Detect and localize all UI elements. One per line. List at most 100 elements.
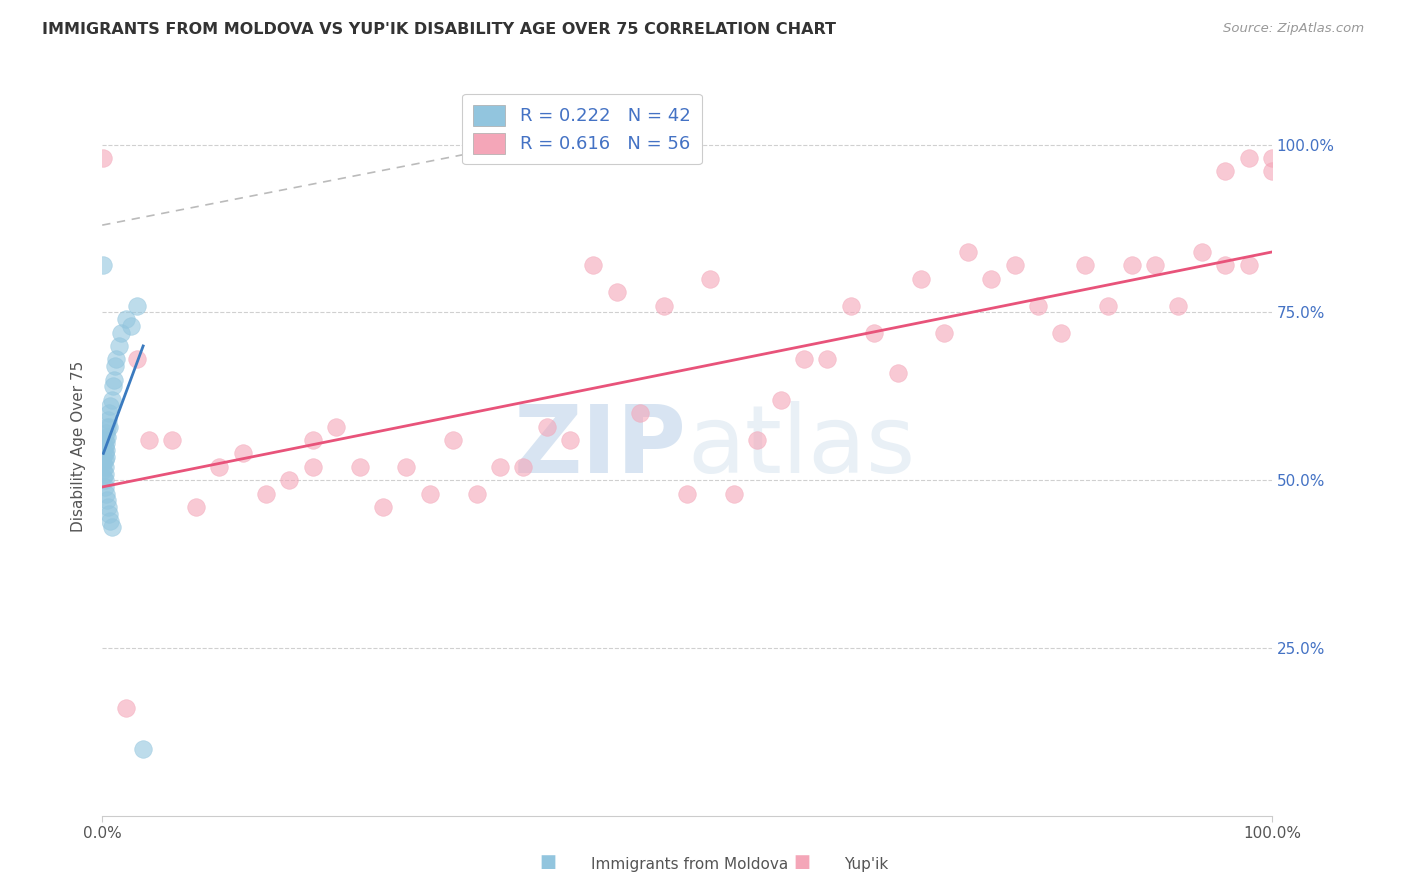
Point [628,406,651,420]
Point [93,473,115,487]
Point [184,500,207,514]
Point [94,426,117,441]
Point [104,359,127,373]
Point [747,433,769,447]
Point [100,392,122,407]
Point [465,486,488,500]
Point [93,463,115,477]
Point [100,520,122,534]
Point [1261,164,1284,178]
Text: Source: ZipAtlas.com: Source: ZipAtlas.com [1223,22,1364,36]
Y-axis label: Disability Age Over 75: Disability Age Over 75 [72,361,86,533]
Point [839,299,862,313]
Point [1026,299,1049,313]
Point [93,259,115,273]
Point [96,419,118,434]
Point [1237,259,1260,273]
Text: ZIP: ZIP [515,401,688,492]
Point [93,443,115,458]
Point [100,514,122,528]
Point [127,352,149,367]
Point [98,507,121,521]
Point [582,259,605,273]
Point [93,433,115,447]
Text: ■: ■ [793,853,810,871]
Point [107,339,129,353]
Point [105,352,128,367]
Point [1191,244,1213,259]
Text: Yup'ik: Yup'ik [844,857,887,872]
Point [94,436,117,450]
Point [395,459,418,474]
Point [162,433,184,447]
Point [910,272,932,286]
Point [489,459,512,474]
Text: IMMIGRANTS FROM MOLDOVA VS YUP'IK DISABILITY AGE OVER 75 CORRELATION CHART: IMMIGRANTS FROM MOLDOVA VS YUP'IK DISABI… [42,22,837,37]
Point [93,436,115,450]
Point [96,493,118,508]
Point [208,459,231,474]
Point [419,486,441,500]
Point [138,433,160,447]
Point [371,500,394,514]
Point [1097,299,1119,313]
Point [93,440,115,454]
Point [769,392,792,407]
Point [301,433,323,447]
Point [863,326,886,340]
Point [1261,151,1284,165]
Point [793,352,815,367]
Point [512,459,534,474]
Point [103,372,125,386]
Point [93,480,115,494]
Text: Immigrants from Moldova: Immigrants from Moldova [591,857,787,872]
Point [606,285,628,300]
Point [100,400,122,414]
Point [110,326,132,340]
Point [1074,259,1097,273]
Point [97,500,120,514]
Point [723,486,745,500]
Point [1004,259,1026,273]
Point [980,272,1002,286]
Point [93,453,115,467]
Point [93,467,115,481]
Point [232,446,254,460]
Point [93,450,115,464]
Point [536,419,558,434]
Point [93,151,115,165]
Point [94,443,117,458]
Point [114,312,136,326]
Point [97,413,120,427]
Point [254,486,277,500]
Point [1121,259,1143,273]
Point [815,352,838,367]
Point [1213,164,1236,178]
Point [101,379,124,393]
Point [349,459,371,474]
Point [934,326,956,340]
Point [1167,299,1189,313]
Text: ■: ■ [540,853,557,871]
Point [93,470,115,484]
Point [441,433,464,447]
Point [94,486,117,500]
Point [1237,151,1260,165]
Point [127,299,149,313]
Point [93,459,115,474]
Point [1143,259,1166,273]
Point [301,459,323,474]
Point [325,419,347,434]
Point [114,701,136,715]
Point [278,473,301,487]
Point [886,366,908,380]
Point [956,244,979,259]
Point [1213,259,1236,273]
Point [1050,326,1073,340]
Point [93,457,115,471]
Point [699,272,721,286]
Point [94,450,117,464]
Point [98,419,121,434]
Point [93,446,115,460]
Point [676,486,699,500]
